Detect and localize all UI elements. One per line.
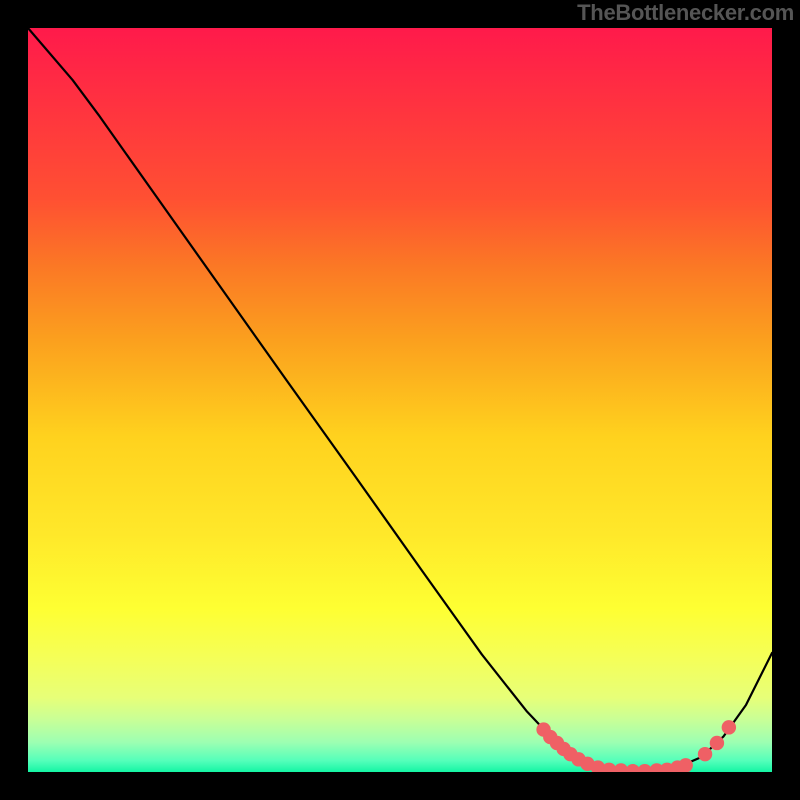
watermark-text: TheBottlenecker.com bbox=[577, 0, 794, 26]
gradient-background bbox=[28, 28, 772, 772]
curve-marker bbox=[710, 736, 724, 750]
plot-svg bbox=[28, 28, 772, 772]
plot-area bbox=[28, 28, 772, 772]
curve-marker bbox=[698, 747, 712, 761]
chart-container: TheBottlenecker.com bbox=[0, 0, 800, 800]
curve-marker bbox=[722, 720, 736, 734]
curve-marker bbox=[679, 758, 693, 772]
